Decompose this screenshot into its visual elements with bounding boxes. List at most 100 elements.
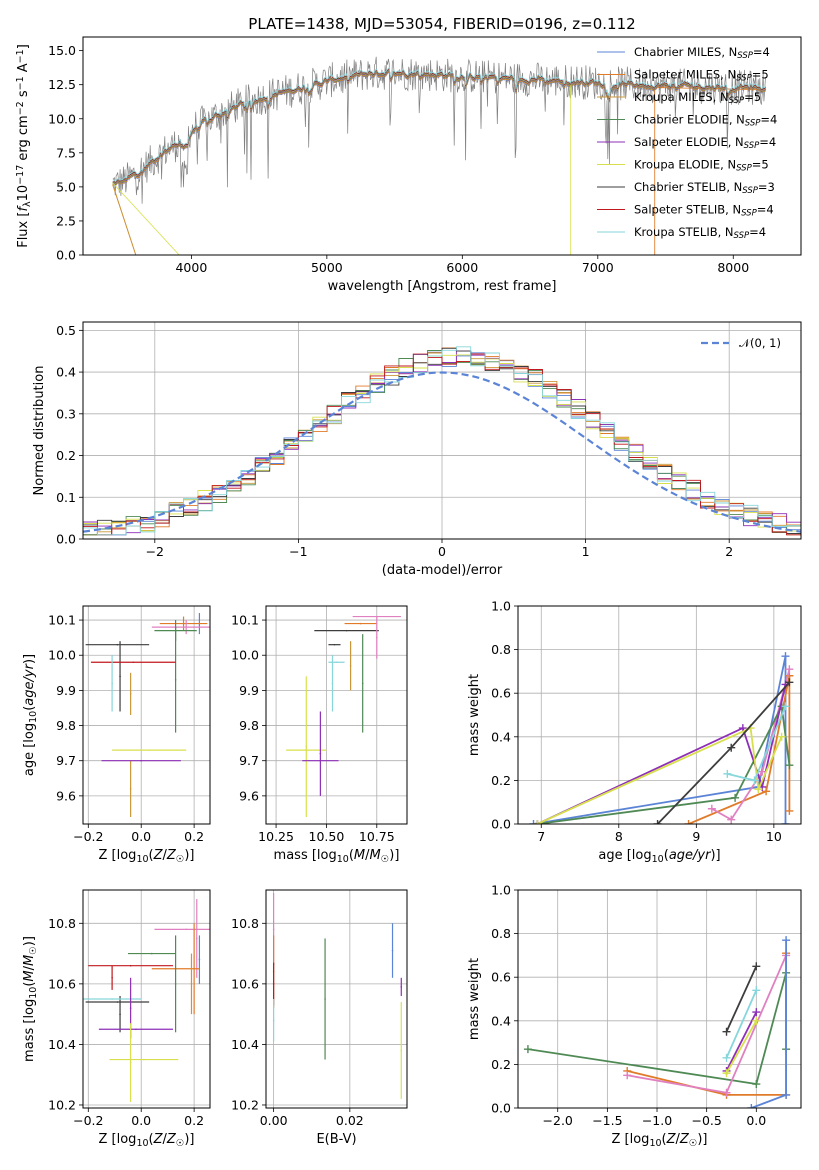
x-axis-label: age [log10(age/yr)] xyxy=(598,848,720,865)
legend-entry: Salpeter MILES, NSSP=5 xyxy=(634,68,769,84)
y-tick-label: 9.6 xyxy=(239,788,259,803)
y-tick-label: 5.0 xyxy=(56,179,76,194)
weight-line-stelib_kroupa xyxy=(725,989,758,1059)
y-tick-label: 9.9 xyxy=(56,683,76,698)
weight-marker xyxy=(752,962,761,971)
y-tick-label: 0.0 xyxy=(56,248,76,263)
x-tick-label: 1 xyxy=(582,544,590,559)
weight-marker xyxy=(623,1071,632,1080)
x-tick-label: 0 xyxy=(438,544,446,559)
residuals-panel: −2 −1 0 1 2 0.0 0.1 0.2 0.3 0.4 0.5 (data-model)/er… xyxy=(32,321,802,578)
x-axis-label: (data-model)/error xyxy=(382,563,503,578)
x-tick-label: 9 xyxy=(692,829,700,844)
data-point xyxy=(375,636,378,639)
y-tick-label: 9.7 xyxy=(239,753,259,768)
data-point xyxy=(174,983,177,985)
y-tick-label: 0.1 xyxy=(56,490,76,505)
y-tick-label: 0.8 xyxy=(491,642,511,657)
data-point xyxy=(129,1061,132,1064)
legend-entry: Salpeter ELODIE, NSSP=4 xyxy=(634,135,776,151)
weight-line-elodie_salpeter xyxy=(725,1011,758,1072)
y-tick-label: 10.4 xyxy=(231,1037,259,1052)
plot-area xyxy=(85,613,210,817)
x-tick-label: 0.00 xyxy=(260,1113,288,1128)
y-tick-label: 0.0 xyxy=(56,532,76,547)
data-point xyxy=(129,964,132,967)
plot-area xyxy=(286,615,401,817)
y-tick-label: 10.8 xyxy=(231,916,259,931)
axes-frame xyxy=(517,889,802,1109)
weight-marker xyxy=(785,678,794,687)
gridlines xyxy=(83,606,210,824)
weight-line-pink xyxy=(711,668,791,821)
model-line-stelib_kroupa xyxy=(112,67,766,183)
x-tick-label: 0.02 xyxy=(336,1113,364,1128)
y-tick-label: 2.5 xyxy=(56,213,76,228)
y-tick-label: 15.0 xyxy=(48,43,76,58)
x-axis-label: Z [log10(Z/Z☉)] xyxy=(99,1132,195,1149)
data-point xyxy=(335,661,338,664)
weight-line-elodie_kroupa xyxy=(725,1020,758,1074)
data-point xyxy=(174,679,177,681)
y-tick-label: 0.2 xyxy=(491,773,511,788)
y-tick-label: 9.9 xyxy=(239,683,259,698)
weight-marker xyxy=(782,1090,791,1099)
x-tick-label: −1.5 xyxy=(592,1113,622,1128)
weight-marker xyxy=(750,776,759,785)
data-point xyxy=(185,928,187,931)
y-tick-label: 10.1 xyxy=(48,613,76,628)
weight-marker xyxy=(722,1027,731,1036)
y-tick-label: 0.3 xyxy=(56,406,76,421)
weight-marker xyxy=(752,1016,761,1025)
y-tick-label: 9.8 xyxy=(56,718,76,733)
mass-vs-metallicity-panel: −0.2 0.0 0.2 10.2 10.4 10.6 10.8 Z [log10(Z/Z☉)… xyxy=(22,889,211,1149)
y-axis-label: mass [log10(M/M☉)] xyxy=(22,936,39,1062)
plot-area xyxy=(83,899,210,1102)
x-tick-label: 10.50 xyxy=(309,829,345,844)
plot-area xyxy=(529,652,794,824)
y-tick-label: 0.2 xyxy=(491,1057,511,1072)
weight-marker xyxy=(785,665,794,674)
weight-line-stelib_chabrier xyxy=(725,965,758,1033)
weight-marker xyxy=(533,820,542,824)
weight-marker xyxy=(752,1008,761,1017)
weight-marker xyxy=(782,936,791,945)
y-tick-label: 0.4 xyxy=(491,1013,511,1028)
y-tick-label: 0.2 xyxy=(56,448,76,463)
spectrum-panel: 4000 5000 6000 7000 8000 0.0 2.5 5.0 7.5 10.0 12.5… xyxy=(15,15,802,294)
y-tick-label: 10.6 xyxy=(231,976,259,991)
data-point xyxy=(111,977,113,979)
weight-marker xyxy=(653,820,662,824)
y-tick-label: 10.4 xyxy=(48,1037,76,1052)
plot-area xyxy=(112,56,767,255)
data-point xyxy=(391,949,394,952)
gridlines xyxy=(266,890,407,1108)
data-point xyxy=(190,983,193,985)
weight-marker xyxy=(777,732,786,741)
data-point xyxy=(195,937,198,940)
y-tick-label: 0.4 xyxy=(491,729,511,744)
y-axis-label: Normed distribution xyxy=(32,366,47,496)
data-point xyxy=(345,629,348,632)
y-tick-label: 7.5 xyxy=(56,145,76,160)
age-vs-mass-panel: 10.25 10.50 10.75 9.6 9.7 9.8 9.9 10.0 10.1 mass … xyxy=(231,605,408,865)
weight-marker xyxy=(752,986,761,995)
data-point xyxy=(140,759,143,762)
data-point xyxy=(305,745,308,748)
legend-entry: 𝒩(0, 1) xyxy=(739,336,781,350)
weight-line-elodie_chabrier xyxy=(537,703,791,824)
weight-marker xyxy=(785,806,794,815)
y-tick-label: 10.2 xyxy=(231,1097,259,1112)
x-tick-label: 8 xyxy=(615,829,623,844)
gridlines xyxy=(266,606,407,824)
data-point xyxy=(135,1028,137,1031)
plot-area xyxy=(272,893,403,1099)
y-axis-label: mass weight xyxy=(467,674,482,756)
y-tick-label: 10.0 xyxy=(48,648,76,663)
data-point xyxy=(400,986,403,988)
legend-entry: Kroupa MILES, NSSP=5 xyxy=(634,90,761,106)
y-tick-label: 10.1 xyxy=(231,613,259,628)
weight-line-miles_salpeter xyxy=(688,675,791,824)
x-tick-label: 0.0 xyxy=(131,1113,151,1128)
